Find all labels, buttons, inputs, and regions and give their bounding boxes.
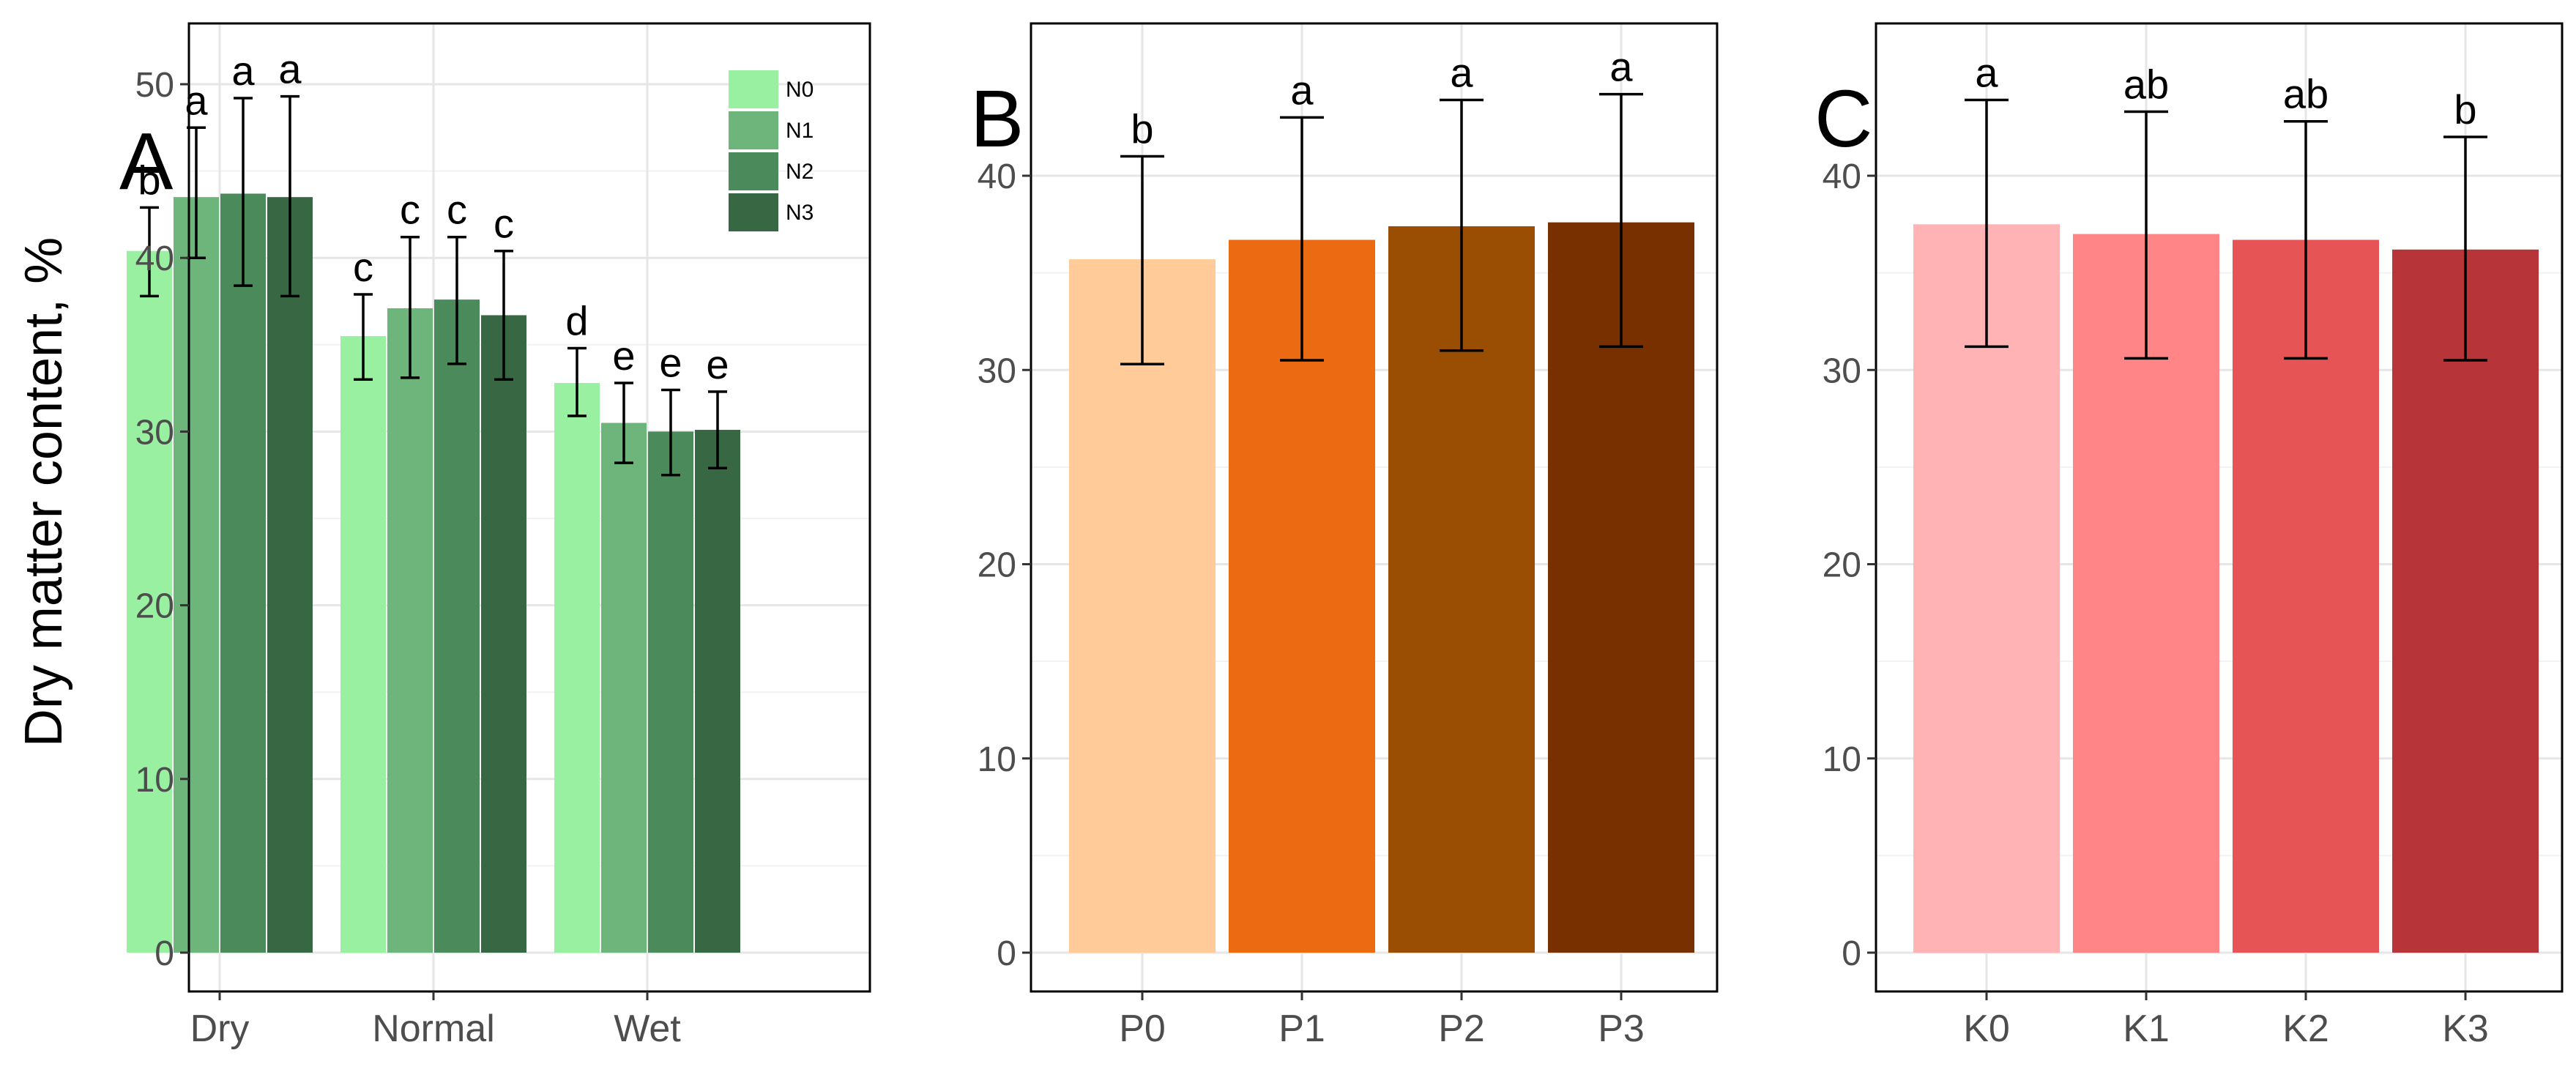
y-tick-label: 0 [997, 934, 1016, 973]
bar [220, 193, 266, 953]
panels: b c d a c e a c e a c e N0 N1 N2 N3 0 10 20 30 40 50 Dry Normal… [119, 22, 2564, 1050]
bar [267, 197, 313, 953]
significance-letter: c [400, 187, 420, 233]
bar [434, 299, 480, 953]
panel-letter: C [1814, 74, 1872, 164]
significance-letter: a [278, 46, 302, 92]
panel-border [187, 22, 871, 993]
significance-letter: c [447, 187, 467, 233]
y-tick-label: 0 [1842, 934, 1861, 973]
legend-label: N1 [786, 119, 814, 143]
legend-swatch [729, 193, 778, 231]
x-tick-label: P1 [1278, 1008, 1325, 1050]
significance-letter: a [1450, 50, 1473, 96]
significance-letter: e [659, 339, 682, 385]
y-tick-label: 40 [978, 157, 1016, 196]
significance-letter: a [1975, 50, 1998, 96]
legend: N0 N1 N2 N3 [729, 70, 814, 231]
bar [1069, 259, 1216, 953]
bar [340, 335, 386, 953]
panel-letter: B [970, 74, 1024, 164]
significance-letter: c [353, 244, 373, 290]
panel-b: b a a a 0 10 20 30 40 P0 P1 P2 P3 B [970, 22, 1719, 1050]
x-tick-label: Normal [372, 1008, 495, 1050]
legend-label: N0 [786, 78, 814, 102]
y-tick-label: 10 [978, 740, 1016, 779]
significance-letter: a [1609, 44, 1633, 90]
legend-swatch [729, 70, 778, 108]
bar [554, 382, 600, 953]
bar [174, 197, 219, 953]
y-tick-label: 40 [135, 239, 174, 278]
y-tick-label: 30 [135, 413, 174, 452]
significance-letter: b [138, 157, 160, 203]
y-tick-label: 10 [135, 761, 174, 800]
legend-swatch [729, 111, 778, 149]
y-tick-label: 30 [978, 351, 1016, 390]
significance-letter: ab [2283, 71, 2329, 117]
significance-letter: b [2454, 86, 2476, 133]
panel-border [1030, 22, 1719, 993]
bar [695, 430, 740, 953]
x-tick-label: K2 [2282, 1008, 2329, 1050]
x-tick-label: K1 [2123, 1008, 2170, 1050]
y-tick-label: 10 [1823, 740, 1861, 779]
bar [648, 431, 693, 953]
panel-letter: A [119, 116, 174, 206]
significance-letter: d [565, 298, 588, 344]
y-tick-label: 40 [1823, 157, 1861, 196]
bar [127, 250, 172, 953]
legend-swatch [729, 152, 778, 190]
x-tick-label: P3 [1598, 1008, 1645, 1050]
y-axis-label: Dry matter content, % [15, 237, 73, 747]
x-tick-label: Dry [190, 1008, 250, 1050]
y-tick-label: 20 [1823, 546, 1861, 585]
x-tick-label: K3 [2442, 1008, 2489, 1050]
significance-letter: e [612, 332, 635, 379]
legend-label: N3 [786, 201, 814, 225]
bar [2392, 249, 2539, 953]
y-tick-label: 20 [978, 546, 1016, 585]
significance-letter: a [1290, 67, 1314, 113]
bar [387, 308, 433, 953]
legend-label: N2 [786, 160, 814, 184]
x-tick-label: P2 [1438, 1008, 1485, 1050]
y-tick-label: 0 [155, 934, 174, 973]
y-tick-label: 30 [1823, 351, 1861, 390]
significance-letter: a [231, 48, 255, 94]
x-tick-label: K0 [1963, 1008, 2010, 1050]
x-tick-label: Wet [614, 1008, 681, 1050]
bar [481, 315, 526, 953]
significance-letter: c [494, 201, 514, 247]
bar [601, 423, 647, 953]
panel-c: a ab ab b 0 10 20 30 40 K0 K1 K2 K3 C [1814, 22, 2564, 1050]
x-tick-label: P0 [1119, 1008, 1166, 1050]
panel-border [1875, 22, 2564, 993]
y-tick-label: 50 [135, 66, 174, 105]
significance-letter: e [706, 341, 729, 387]
significance-letter: ab [2123, 61, 2169, 107]
y-tick-label: 20 [135, 587, 174, 626]
significance-letter: b [1131, 105, 1153, 152]
